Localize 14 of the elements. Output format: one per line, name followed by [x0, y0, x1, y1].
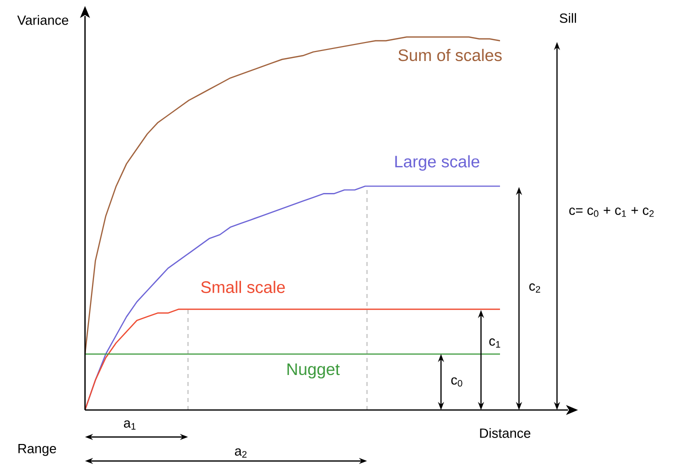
- text: c= c$_{0}$ + c$_{1}$ + c$_{2}$: [569, 207, 654, 217]
- text: Range: [18, 444, 56, 456]
- text: a$_{1}$: [124, 420, 136, 430]
- series-label: Large scale: [395, 155, 480, 171]
- x-axis-title: Distance: [480, 428, 530, 438]
- annotation: c$_{0}$: [451, 377, 462, 387]
- series-label: Small scale: [201, 280, 285, 294]
- text: a$_{2}$: [234, 448, 247, 458]
- y-axis-title: Variance: [17, 15, 68, 25]
- text: c$_{2}$: [529, 283, 540, 293]
- text: Sill: [560, 13, 576, 23]
- annotation: c$_{1}$: [489, 338, 500, 348]
- series-label: Nugget: [287, 364, 340, 378]
- series-label: Sum of scales: [398, 48, 502, 62]
